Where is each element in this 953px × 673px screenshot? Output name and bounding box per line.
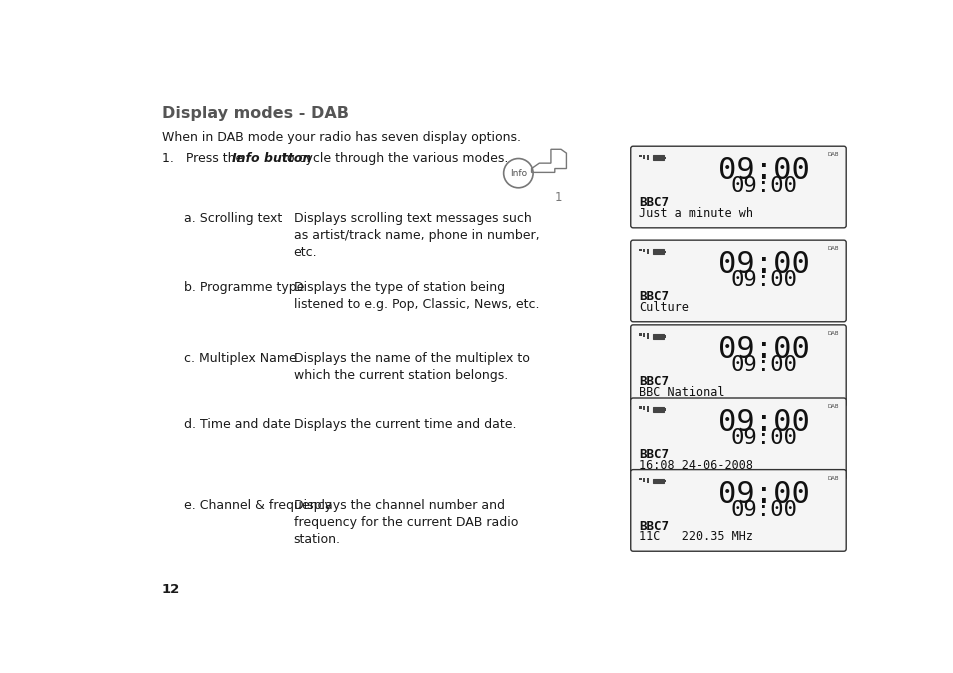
Text: DAB: DAB — [827, 331, 839, 336]
Bar — [663, 157, 665, 159]
Text: 09:00: 09:00 — [730, 176, 797, 197]
Text: 09:00: 09:00 — [730, 499, 797, 520]
Bar — [653, 250, 663, 254]
Text: 1: 1 — [555, 191, 562, 204]
Text: BBC7: BBC7 — [639, 375, 669, 388]
Bar — [663, 335, 665, 338]
Text: Info button: Info button — [233, 152, 312, 166]
Bar — [653, 479, 663, 483]
Text: DAB: DAB — [827, 152, 839, 157]
Bar — [642, 406, 645, 411]
Bar — [663, 409, 665, 411]
Bar — [642, 155, 645, 159]
Text: Info: Info — [509, 169, 526, 178]
Bar — [653, 407, 663, 412]
Bar — [646, 248, 649, 254]
FancyBboxPatch shape — [630, 146, 845, 228]
Bar — [653, 155, 663, 160]
FancyBboxPatch shape — [630, 398, 845, 480]
Text: 12: 12 — [162, 583, 180, 596]
Text: Displays the current time and date.: Displays the current time and date. — [294, 418, 516, 431]
Text: a. Scrolling text: a. Scrolling text — [183, 212, 281, 225]
Bar — [642, 333, 645, 337]
Bar — [663, 250, 665, 253]
Bar — [646, 406, 649, 412]
Text: BBC National: BBC National — [639, 386, 724, 398]
Text: 09:00: 09:00 — [717, 408, 809, 437]
Text: DAB: DAB — [827, 404, 839, 409]
Bar — [639, 478, 641, 481]
Bar — [639, 248, 641, 251]
Text: d. Time and date: d. Time and date — [183, 418, 290, 431]
Text: BBC7: BBC7 — [639, 520, 669, 532]
Text: DAB: DAB — [827, 476, 839, 481]
Bar — [639, 155, 641, 157]
Bar — [646, 333, 649, 339]
Bar — [646, 478, 649, 483]
Text: DAB: DAB — [827, 246, 839, 251]
Text: e. Channel & frequency: e. Channel & frequency — [183, 499, 331, 512]
Text: to cycle through the various modes.: to cycle through the various modes. — [278, 152, 508, 166]
Text: b. Programme type: b. Programme type — [183, 281, 304, 294]
Text: Displays the type of station being
listened to e.g. Pop, Classic, News, etc.: Displays the type of station being liste… — [294, 281, 538, 311]
Text: Display modes - DAB: Display modes - DAB — [162, 106, 349, 121]
Text: 09:00: 09:00 — [717, 480, 809, 509]
Text: When in DAB mode your radio has seven display options.: When in DAB mode your radio has seven di… — [162, 131, 520, 144]
Text: 09:00: 09:00 — [717, 335, 809, 364]
Text: 16:08 24-06-2008: 16:08 24-06-2008 — [639, 459, 753, 472]
Text: 09:00: 09:00 — [717, 156, 809, 185]
Text: Just a minute wh: Just a minute wh — [639, 207, 753, 220]
FancyBboxPatch shape — [630, 240, 845, 322]
Text: Displays scrolling text messages such
as artist/track name, phone in number,
etc: Displays scrolling text messages such as… — [294, 212, 538, 258]
Bar — [646, 155, 649, 160]
Text: BBC7: BBC7 — [639, 448, 669, 461]
Text: 11C   220.35 MHz: 11C 220.35 MHz — [639, 530, 753, 543]
Text: c. Multiplex Name: c. Multiplex Name — [183, 352, 296, 365]
Bar — [642, 478, 645, 482]
Text: 09:00: 09:00 — [730, 428, 797, 448]
Text: 1.   Press the: 1. Press the — [162, 152, 247, 166]
Text: 09:00: 09:00 — [730, 270, 797, 290]
Bar — [639, 333, 641, 336]
Bar — [663, 480, 665, 483]
Text: 09:00: 09:00 — [730, 355, 797, 375]
Text: Culture: Culture — [639, 301, 688, 314]
Text: Displays the name of the multiplex to
which the current station belongs.: Displays the name of the multiplex to wh… — [294, 352, 529, 382]
Bar — [639, 406, 641, 409]
Text: BBC7: BBC7 — [639, 197, 669, 209]
Bar — [653, 334, 663, 339]
Text: 09:00: 09:00 — [717, 250, 809, 279]
Text: BBC7: BBC7 — [639, 290, 669, 304]
FancyBboxPatch shape — [630, 470, 845, 551]
FancyBboxPatch shape — [630, 325, 845, 406]
Bar — [642, 248, 645, 252]
Text: Displays the channel number and
frequency for the current DAB radio
station.: Displays the channel number and frequenc… — [294, 499, 517, 546]
